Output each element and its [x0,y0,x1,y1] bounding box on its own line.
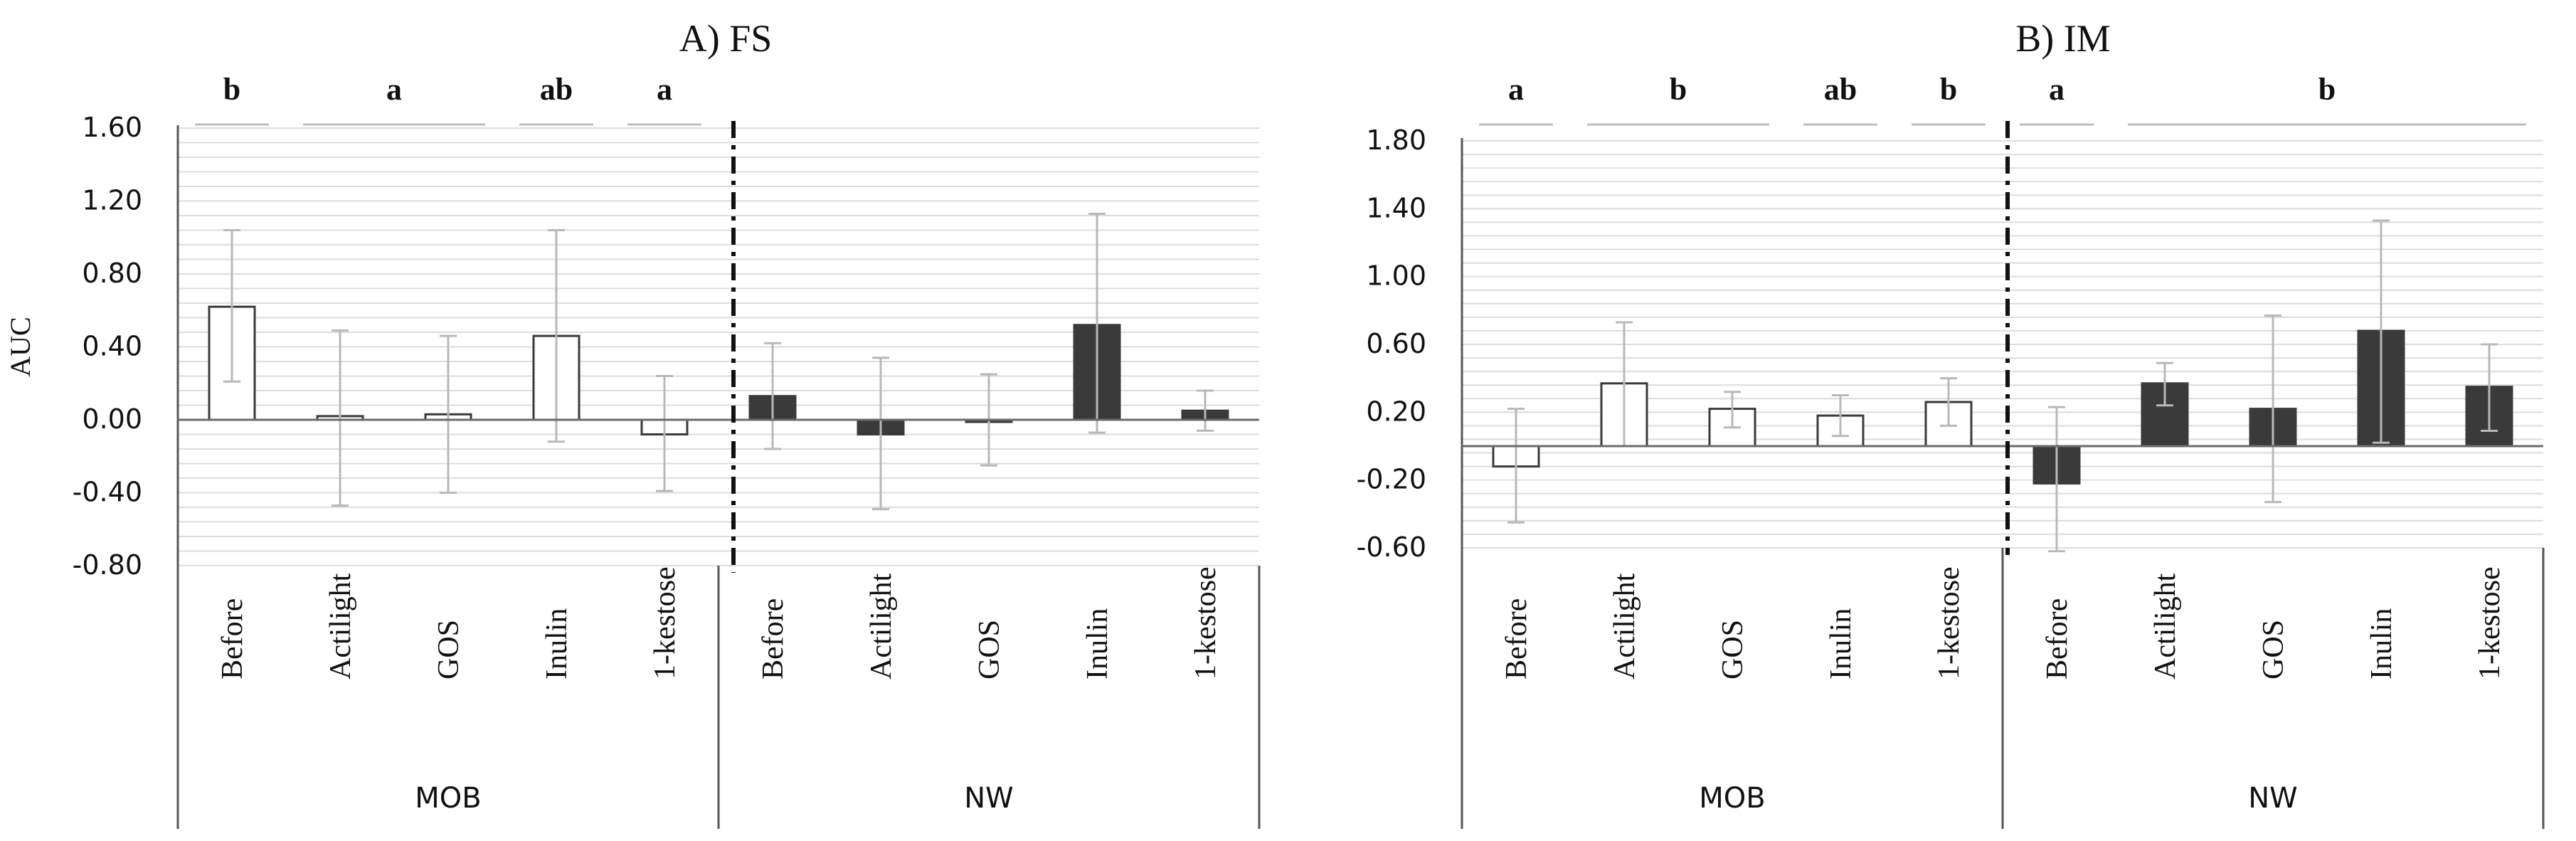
error-bar [656,375,673,492]
x-category-label: Actilight [2149,573,2182,679]
x-category-label: Actilight [1608,573,1641,679]
significance-letter: a [2049,72,2064,107]
chart-title: A) FS [679,17,773,60]
error-bar [548,229,565,443]
y-tick-label: -0.80 [73,549,142,581]
y-tick-label: -0.20 [1357,464,1426,495]
error-bar [872,356,889,511]
significance-letter: b [1940,72,1957,107]
y-tick-label: 1.40 [1366,192,1426,223]
x-category-label: Actilight [324,573,357,679]
x-category-label: Before [1500,598,1533,679]
error-bar [2264,314,2281,504]
group-label: NW [2248,782,2297,815]
group-label: MOB [415,782,481,815]
significance-letter: ab [540,72,573,107]
error-bar [1507,408,1525,524]
y-tick-label: 0.80 [82,258,142,289]
error-bar [2481,343,2498,433]
significance-group: b [195,72,269,126]
error-bar [2048,406,2065,553]
y-tick-label: -0.60 [1357,531,1426,563]
y-tick-label: 0.20 [1366,396,1426,427]
y-tick-label: -0.40 [73,477,142,508]
x-category-label: Before [216,598,249,679]
group-label: MOB [1699,782,1765,815]
error-bar [2373,219,2390,444]
significance-group: a [2020,72,2094,126]
significance-letter: b [1670,72,1687,107]
y-tick-label: 0.60 [1366,328,1426,359]
x-category-label: 1-kestose [1189,566,1222,679]
x-category-label: Before [757,598,790,679]
panel-im: B) IM-0.60-0.200.200.601.001.401.80a b ab b… [1357,17,2545,829]
error-bar [1832,394,1849,438]
significance-letter: b [2318,72,2336,107]
significance-letter: a [1508,72,1524,107]
significance-letter: ab [1824,72,1857,107]
error-bar [332,329,349,507]
significance-group: a [1479,72,1553,126]
x-category-label: 1-kestose [649,566,682,679]
error-bar [223,229,240,383]
x-category-label: Actilight [865,573,898,679]
y-tick-label: 0.40 [82,331,142,362]
significance-group: b [1587,72,1769,126]
x-category-label: 1-kestose [1933,566,1966,679]
significance-group: a [303,72,485,126]
y-tick-label: 1.20 [82,185,142,216]
significance-letter: b [223,72,240,107]
significance-group: a [627,72,701,126]
error-bar [764,342,781,450]
significance-group: b [1912,72,1986,126]
x-category-label: Inulin [1825,608,1857,679]
y-axis-label: AUC [4,317,36,376]
error-bar [1940,377,1957,427]
x-category-label: GOS [973,620,1006,679]
error-bar [2156,361,2173,407]
x-category-label: Inulin [2365,608,2398,679]
y-tick-label: 1.60 [82,112,142,143]
significance-group: ab [1803,72,1877,126]
significance-letter: a [657,72,672,107]
error-bar [1088,212,1106,434]
y-tick-label: 0.00 [82,403,142,435]
x-category-label: 1-kestose [2474,566,2506,679]
chart-title: B) IM [2015,17,2111,60]
significance-group: b [2128,72,2526,126]
gridlines [1462,140,2543,549]
x-category-label: GOS [2257,620,2290,679]
x-category-label: Before [2041,598,2074,679]
y-tick-label: 1.00 [1366,260,1426,292]
x-category-label: GOS [433,620,465,679]
error-bar [1724,391,1741,429]
x-category-label: GOS [1717,620,1749,679]
significance-letter: a [386,72,402,107]
panel-fs: A) FS -0.80 -0.40 0.00 0.40 0.80 1.20 1.60 AUC b a… [4,17,1261,829]
x-category-label: Inulin [541,608,573,679]
y-tick-label: 1.80 [1366,125,1426,156]
error-bar [440,334,457,494]
significance-group: ab [519,72,593,126]
group-label: NW [964,782,1013,815]
x-category-label: Inulin [1081,608,1114,679]
error-bar [1197,389,1214,432]
